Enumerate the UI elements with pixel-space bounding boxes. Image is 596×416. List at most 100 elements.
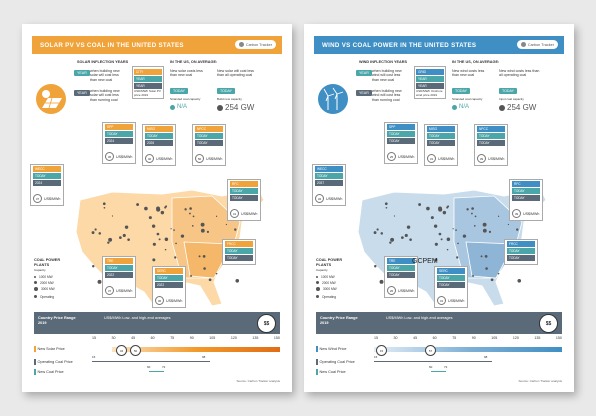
region-card-row: MISO — [145, 126, 173, 132]
region-card-unit: US$/MWh — [398, 288, 415, 293]
build-dot-icon — [217, 104, 223, 111]
region-card-row: TODAY — [507, 255, 535, 261]
solar-panel-icon — [36, 84, 66, 114]
region-card-row: MISO — [427, 126, 455, 132]
region-card-row: TODAY — [105, 265, 133, 271]
region-card-unit: US$/MWh — [241, 211, 258, 216]
coal-plant-dot — [136, 203, 140, 206]
coal-plant-dot — [164, 248, 167, 251]
coal-plant-dot — [156, 206, 160, 211]
region-card-row: WECC — [315, 166, 343, 172]
operating-coal-min: 15 — [374, 355, 378, 359]
region-card-unit: US$/MWh — [488, 156, 505, 161]
region-card-row: TODAY — [155, 275, 183, 281]
region-card-row: 2024 — [33, 180, 61, 186]
coal-plant-dot — [225, 223, 228, 226]
legend-item: 3000 MW — [316, 286, 350, 291]
coal-plant-dot — [215, 272, 218, 275]
wind-title: WIND VS COAL POWER IN THE UNITED STATES — [322, 41, 477, 49]
coal-plant-dot — [446, 237, 451, 242]
region-card-row: TODAY — [507, 248, 535, 254]
coal-plant-dot — [144, 206, 148, 211]
build-dot-icon — [499, 104, 505, 111]
coal-plant-dot — [385, 206, 388, 209]
avg-all-text: New wind costs less than all operating c… — [499, 69, 540, 78]
price-tick: 105 — [209, 336, 216, 340]
coal-plant-dot — [158, 238, 161, 241]
region-card-unit: US$/MWh — [44, 196, 61, 201]
new-solar-high-marker: 50 — [130, 345, 141, 356]
coal-plant-dot — [471, 207, 474, 210]
coal-plant-dot — [517, 278, 522, 283]
coal-plant-dot — [390, 237, 395, 242]
price-tick: 120 — [512, 336, 519, 340]
avg-new-year: TODAY — [170, 88, 189, 94]
legend-capacity: Capacity — [316, 268, 328, 273]
price-bar: Country Price Range 2019 US$/MWh Low- an… — [316, 312, 562, 334]
row-new-wind: New Wind Price — [316, 346, 347, 352]
solar-banner: SOLAR PV VS COAL IN THE UNITED STATES Ca… — [32, 36, 282, 54]
legend-item: 1000 MW — [316, 275, 350, 279]
region-card-price: 40 — [145, 154, 154, 163]
region-card-row: RFC — [230, 181, 258, 187]
region-card-row: 2026 — [145, 140, 173, 146]
inflection-heading: WIND INFLECTION YEARS — [359, 60, 408, 64]
region-card-row: 2037 — [315, 180, 343, 186]
region-card-price: 50 — [195, 154, 204, 163]
region-card-row: NPCC — [195, 126, 223, 132]
price-ticks: 15 30 45 60 75 90 105 120 135 150 — [92, 336, 280, 340]
new-coal-high: 72 — [444, 365, 448, 369]
coal-plant-dot — [208, 278, 212, 282]
region-card-unit: US$/MWh — [116, 288, 133, 293]
region-card-row: TODAY — [477, 133, 505, 139]
region-card-row: 2022 — [105, 272, 133, 278]
legend-dot-icon — [316, 275, 318, 278]
region-card-npcc: NPCC TODAY TODAY 50 US$/MWh — [192, 124, 226, 166]
price-tick: 135 — [252, 336, 259, 340]
coal-plant-dot — [124, 225, 129, 229]
coal-plant-dot — [485, 267, 488, 270]
price-tick: 15 — [92, 336, 96, 340]
coal-plant-dot — [91, 231, 95, 235]
price-tick: 150 — [273, 336, 280, 340]
coal-plant-dot — [482, 228, 487, 233]
price-tick: 45 — [131, 336, 136, 340]
new-solar-low-marker: 34 — [116, 345, 127, 356]
legend-item: 2000 MW — [316, 281, 350, 285]
key-box-top: CITY — [134, 69, 162, 75]
legend-dot-icon — [34, 286, 38, 291]
legend-item: 1000 MW — [34, 275, 68, 279]
region-card-price: 26 — [387, 286, 396, 295]
region-card-value: 39 US$/MWh — [512, 209, 539, 218]
region-card-unit: US$/MWh — [116, 154, 133, 159]
price-tick: 45 — [413, 336, 418, 340]
coal-plant-dot — [434, 258, 438, 262]
region-card-row: TODAY — [225, 248, 253, 254]
coal-plant-dot — [190, 274, 192, 277]
region-card-value: 32 US$/MWh — [315, 194, 342, 203]
coal-plant-dot — [516, 228, 519, 231]
coal-plant-dot — [102, 202, 106, 206]
operating-coal-max: 98 — [202, 355, 206, 359]
coal-plant-dot — [103, 206, 106, 209]
avg-new-text: New solar costs less than new coal — [170, 69, 203, 78]
coal-plant-dot — [442, 210, 447, 215]
coal-plant-dot — [466, 208, 469, 211]
coal-plant-dot — [374, 265, 377, 268]
region-card-row: TODAY — [33, 173, 61, 179]
coal-plant-dot — [433, 224, 438, 228]
region-card-row: TODAY — [427, 133, 455, 139]
price-tick: 90 — [189, 336, 194, 340]
region-card-row: TODAY — [437, 275, 465, 281]
coal-plant-dot — [471, 212, 473, 215]
region-card-price: 25 — [387, 152, 396, 161]
region-card-row: TRE — [105, 258, 133, 264]
region-card-row: TODAY — [145, 133, 173, 139]
region-card-row: TODAY — [387, 265, 415, 271]
price-badge: $$ — [257, 314, 276, 333]
region-card-row: TODAY — [512, 188, 540, 194]
coal-plant-dot — [507, 223, 510, 226]
new-coal-high: 72 — [162, 365, 166, 369]
coal-plant-dot — [440, 238, 443, 241]
coal-plant-dot — [127, 238, 130, 241]
